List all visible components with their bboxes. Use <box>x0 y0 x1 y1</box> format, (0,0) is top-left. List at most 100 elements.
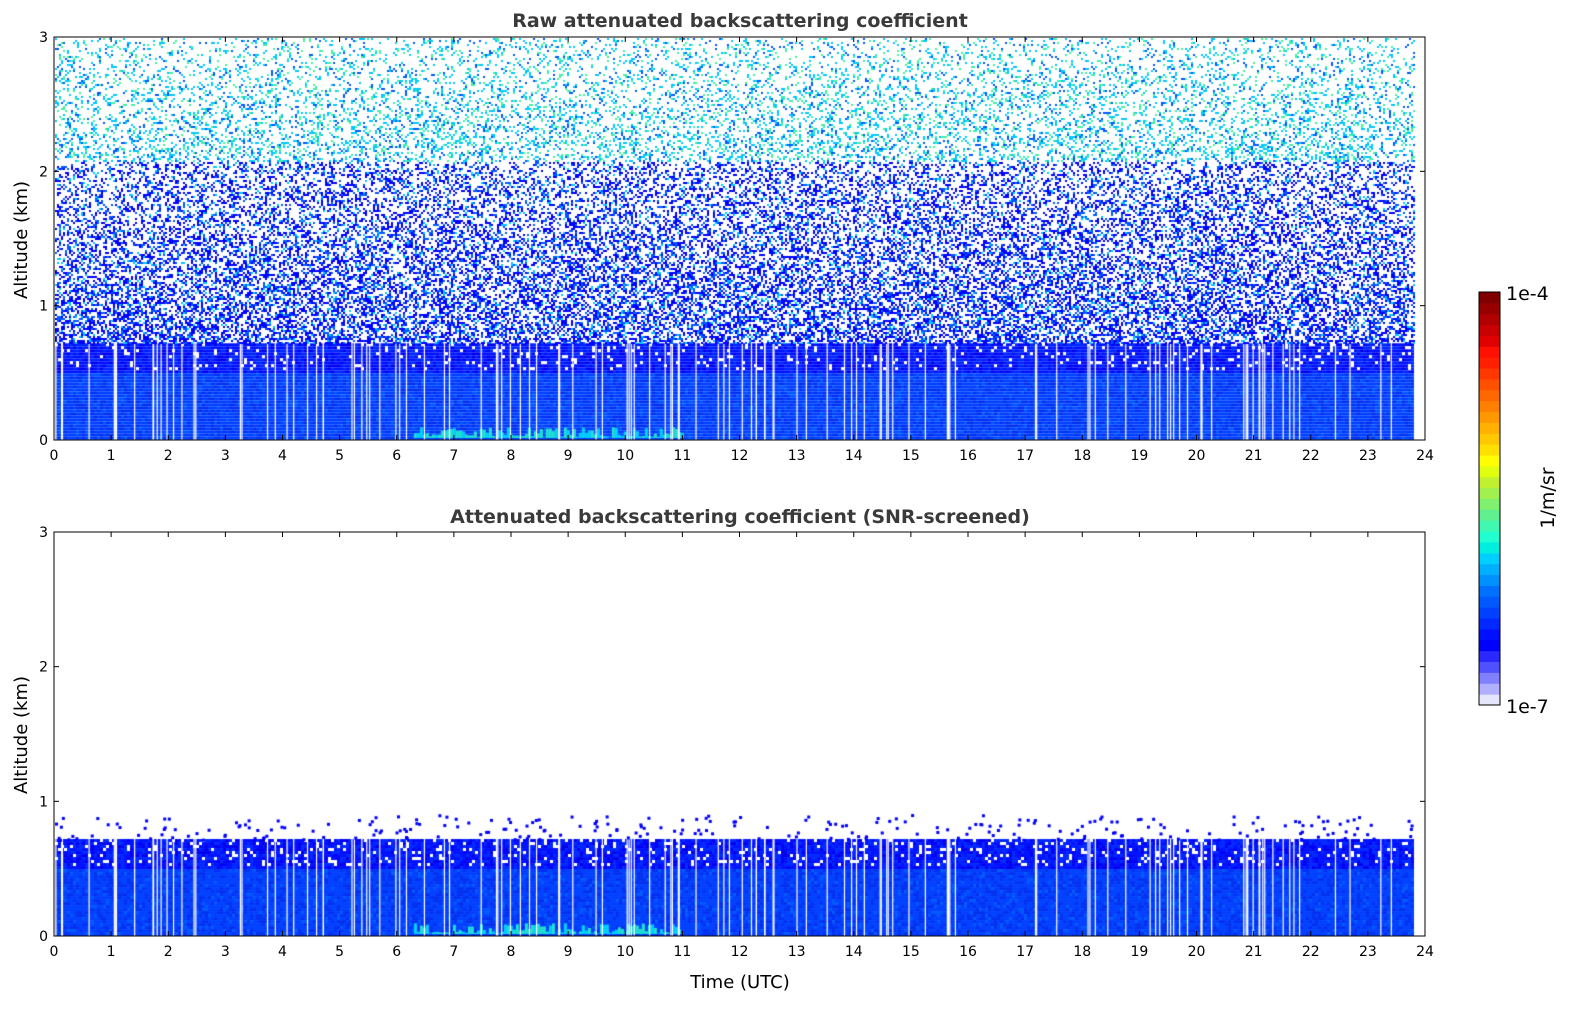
colorbar-swatch <box>1479 509 1500 521</box>
x-tick-label: 5 <box>335 448 344 464</box>
colorbar-swatch <box>1479 639 1500 652</box>
y-tick-label: 2 <box>39 660 48 676</box>
colorbar-swatch <box>1479 324 1500 336</box>
x-tick-label: 8 <box>507 944 516 960</box>
x-tick-label: 15 <box>902 944 920 960</box>
colorbar-swatch <box>1479 455 1500 467</box>
colorbar-swatch <box>1479 628 1500 641</box>
x-tick-label: 10 <box>616 944 634 960</box>
colorbar-swatch <box>1479 465 1500 478</box>
colorbar-swatch <box>1479 400 1500 413</box>
colorbar-swatch <box>1479 292 1500 304</box>
snr-screened-panel: Attenuated backscattering coefficient (S… <box>11 506 1434 993</box>
panel-title: Raw attenuated backscattering coefficien… <box>512 10 968 32</box>
x-axis-label: Time (UTC) <box>689 972 790 993</box>
x-tick-label: 21 <box>1245 448 1263 464</box>
raw-backscatter-panel: Raw attenuated backscattering coefficien… <box>11 10 1434 464</box>
colorbar-swatch <box>1479 552 1500 565</box>
colorbar-swatch <box>1479 476 1500 489</box>
colorbar-swatch <box>1479 563 1500 576</box>
colorbar-swatch <box>1479 596 1500 608</box>
x-tick-label: 12 <box>731 944 749 960</box>
x-tick-label: 14 <box>845 448 863 464</box>
x-tick-label: 24 <box>1416 448 1434 464</box>
colorbar-swatch <box>1479 487 1500 499</box>
colorbar-swatch <box>1479 683 1500 695</box>
x-tick-label: 7 <box>449 448 458 464</box>
x-tick-label: 0 <box>50 448 59 464</box>
colorbar-swatch <box>1479 661 1500 673</box>
x-tick-label: 23 <box>1359 448 1377 464</box>
colorbar-swatch <box>1479 389 1500 402</box>
x-tick-label: 14 <box>845 944 863 960</box>
y-tick-label: 0 <box>39 433 48 449</box>
y-axis-label: Altitude (km) <box>11 181 32 299</box>
x-tick-label: 9 <box>564 448 573 464</box>
colorbar-swatch <box>1479 607 1500 619</box>
x-tick-label: 8 <box>507 448 516 464</box>
colorbar-swatch <box>1479 444 1500 456</box>
heatmap-raster <box>55 533 1425 936</box>
colorbar-swatch <box>1479 335 1500 347</box>
x-tick-label: 12 <box>731 448 749 464</box>
y-tick-label: 1 <box>39 299 48 315</box>
colorbar-swatch <box>1479 531 1500 543</box>
x-tick-label: 13 <box>788 448 806 464</box>
colorbar-swatch <box>1479 411 1500 423</box>
colorbar-swatch <box>1479 520 1500 532</box>
x-tick-label: 13 <box>788 944 806 960</box>
x-tick-label: 17 <box>1016 944 1034 960</box>
x-tick-label: 18 <box>1073 448 1091 464</box>
x-tick-label: 4 <box>278 448 287 464</box>
y-tick-label: 2 <box>39 164 48 180</box>
x-tick-label: 11 <box>673 448 691 464</box>
x-tick-label: 2 <box>164 448 173 464</box>
colorbar-max-label: 1e-4 <box>1506 283 1549 305</box>
x-tick-label: 6 <box>392 944 401 960</box>
colorbar-swatch <box>1479 541 1500 554</box>
x-tick-label: 20 <box>1188 944 1206 960</box>
colorbar-swatch <box>1479 650 1500 663</box>
colorbar-min-label: 1e-7 <box>1506 696 1549 718</box>
x-tick-label: 22 <box>1302 944 1320 960</box>
y-tick-label: 3 <box>39 30 48 46</box>
x-tick-label: 22 <box>1302 448 1320 464</box>
x-tick-label: 16 <box>959 448 977 464</box>
x-tick-label: 24 <box>1416 944 1434 960</box>
colorbar-frame <box>1478 291 1501 706</box>
colorbar-swatch <box>1479 357 1500 369</box>
x-tick-label: 15 <box>902 448 920 464</box>
x-tick-label: 1 <box>107 448 116 464</box>
x-tick-label: 4 <box>278 944 287 960</box>
x-tick-label: 7 <box>449 944 458 960</box>
colorbar-swatch <box>1479 313 1500 326</box>
colorbar-swatch <box>1479 585 1500 597</box>
x-tick-label: 20 <box>1188 448 1206 464</box>
colorbar-swatch <box>1479 422 1500 434</box>
x-tick-label: 19 <box>1130 944 1148 960</box>
x-tick-label: 11 <box>673 944 691 960</box>
x-tick-label: 21 <box>1245 944 1263 960</box>
colorbar-swatch <box>1479 302 1500 315</box>
colorbar-swatch <box>1479 498 1500 510</box>
y-tick-label: 3 <box>39 525 48 541</box>
y-tick-label: 0 <box>39 929 48 945</box>
x-tick-label: 5 <box>335 944 344 960</box>
colorbar-swatch <box>1479 672 1500 684</box>
colorbar-swatch <box>1479 346 1500 358</box>
x-tick-label: 18 <box>1073 944 1091 960</box>
x-tick-label: 19 <box>1130 448 1148 464</box>
x-tick-label: 9 <box>564 944 573 960</box>
x-tick-label: 3 <box>221 448 230 464</box>
colorbar-swatch <box>1479 433 1500 445</box>
colorbar-swatch <box>1479 378 1500 391</box>
heatmap-raster <box>55 38 1425 440</box>
colorbar: 1e-4 1e-7 1/m/sr <box>1478 283 1559 718</box>
y-axis-label: Altitude (km) <box>11 676 32 794</box>
x-tick-label: 23 <box>1359 944 1377 960</box>
x-tick-label: 2 <box>164 944 173 960</box>
x-tick-label: 1 <box>107 944 116 960</box>
colorbar-swatch <box>1479 368 1500 380</box>
colorbar-swatch <box>1479 574 1500 586</box>
